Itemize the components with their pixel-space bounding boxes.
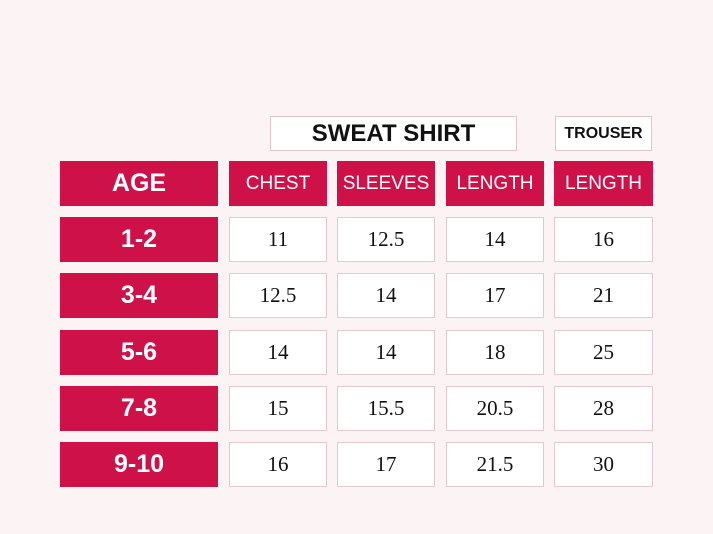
value-cell: 14 (337, 330, 435, 375)
value-cell: 17 (446, 273, 544, 318)
column-header: LENGTH (446, 161, 544, 206)
value-cell: 21 (554, 273, 653, 318)
column-header: LENGTH (554, 161, 653, 206)
value-cell: 15 (229, 386, 327, 431)
group-header: TROUSER (555, 116, 652, 151)
value-cell: 14 (446, 217, 544, 262)
value-cell: 28 (554, 386, 653, 431)
age-cell: 7-8 (60, 386, 218, 431)
value-cell: 12.5 (337, 217, 435, 262)
value-cell: 21.5 (446, 442, 544, 487)
value-cell: 30 (554, 442, 653, 487)
column-header: CHEST (229, 161, 327, 206)
age-cell: 1-2 (60, 217, 218, 262)
value-cell: 17 (337, 442, 435, 487)
value-cell: 14 (337, 273, 435, 318)
value-cell: 18 (446, 330, 544, 375)
value-cell: 12.5 (229, 273, 327, 318)
column-header: SLEEVES (337, 161, 435, 206)
value-cell: 15.5 (337, 386, 435, 431)
value-cell: 16 (229, 442, 327, 487)
column-header: AGE (60, 161, 218, 206)
value-cell: 25 (554, 330, 653, 375)
value-cell: 20.5 (446, 386, 544, 431)
age-cell: 5-6 (60, 330, 218, 375)
value-cell: 14 (229, 330, 327, 375)
value-cell: 16 (554, 217, 653, 262)
age-cell: 9-10 (60, 442, 218, 487)
group-header: SWEAT SHIRT (270, 116, 517, 151)
age-cell: 3-4 (60, 273, 218, 318)
value-cell: 11 (229, 217, 327, 262)
